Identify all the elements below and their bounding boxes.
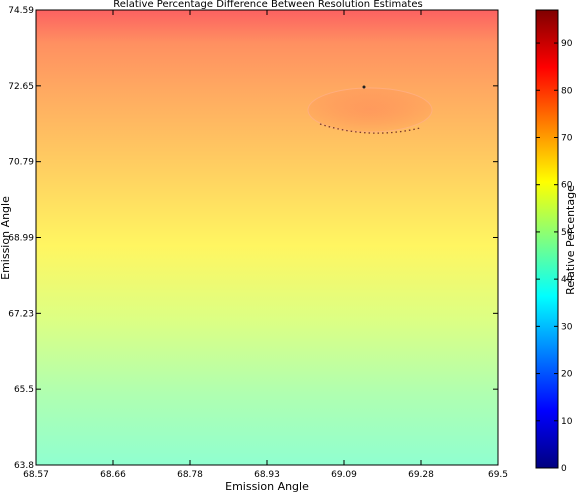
x-tick-label: 68.93 — [254, 470, 280, 480]
y-tick-label: 70.79 — [8, 158, 34, 168]
x-tick-label: 68.78 — [177, 470, 203, 480]
x-tick-label: 68.66 — [100, 470, 126, 480]
y-axis-label: Emission Angle — [0, 196, 12, 280]
colorbar-tick-label: 10 — [561, 417, 573, 427]
x-axis-label: Emission Angle — [225, 480, 309, 492]
colorbar — [535, 9, 559, 469]
y-tick-label: 65.5 — [14, 385, 34, 395]
colorbar-tick-label: 90 — [561, 39, 573, 49]
y-tick-label: 68.99 — [8, 234, 34, 244]
colorbar-tick-label: 80 — [561, 86, 573, 96]
y-tick-label: 74.59 — [8, 6, 34, 16]
colorbar-tick-label: 70 — [561, 133, 573, 143]
chart-title: Relative Percentage Difference Between R… — [113, 0, 422, 10]
y-axis-ticks: 74.59 72.65 70.79 68.99 67.23 65.5 63.8 — [8, 6, 498, 471]
x-axis-ticks: 68.57 68.66 68.78 68.93 69.09 69.28 69.5 — [23, 10, 508, 480]
x-tick-label: 68.57 — [23, 470, 49, 480]
x-tick-label: 69.28 — [408, 470, 434, 480]
ellipse-marker — [362, 85, 366, 89]
ellipse-rim-dots — [319, 123, 421, 134]
colorbar-tick-label: 60 — [561, 181, 573, 191]
colorbar-tick-label: 40 — [561, 275, 573, 285]
heatmap-area — [36, 10, 498, 465]
x-tick-label: 69.09 — [331, 470, 357, 480]
colorbar-tick-label: 0 — [561, 464, 567, 474]
y-tick-label: 72.65 — [8, 82, 34, 92]
colorbar-label: Relative Percentage — [564, 185, 577, 295]
colorbar-tick-label: 30 — [561, 322, 573, 332]
x-tick-label: 69.5 — [488, 470, 508, 480]
colorbar-ticks: 0 10 20 30 40 50 60 70 80 90 — [536, 39, 573, 474]
y-tick-label: 63.8 — [14, 461, 34, 471]
y-tick-label: 67.23 — [8, 309, 34, 319]
colorbar-tick-label: 20 — [561, 370, 573, 380]
emission-ellipse — [307, 87, 433, 133]
colorbar-tick-label: 50 — [561, 228, 573, 238]
emission-feature — [307, 85, 433, 134]
